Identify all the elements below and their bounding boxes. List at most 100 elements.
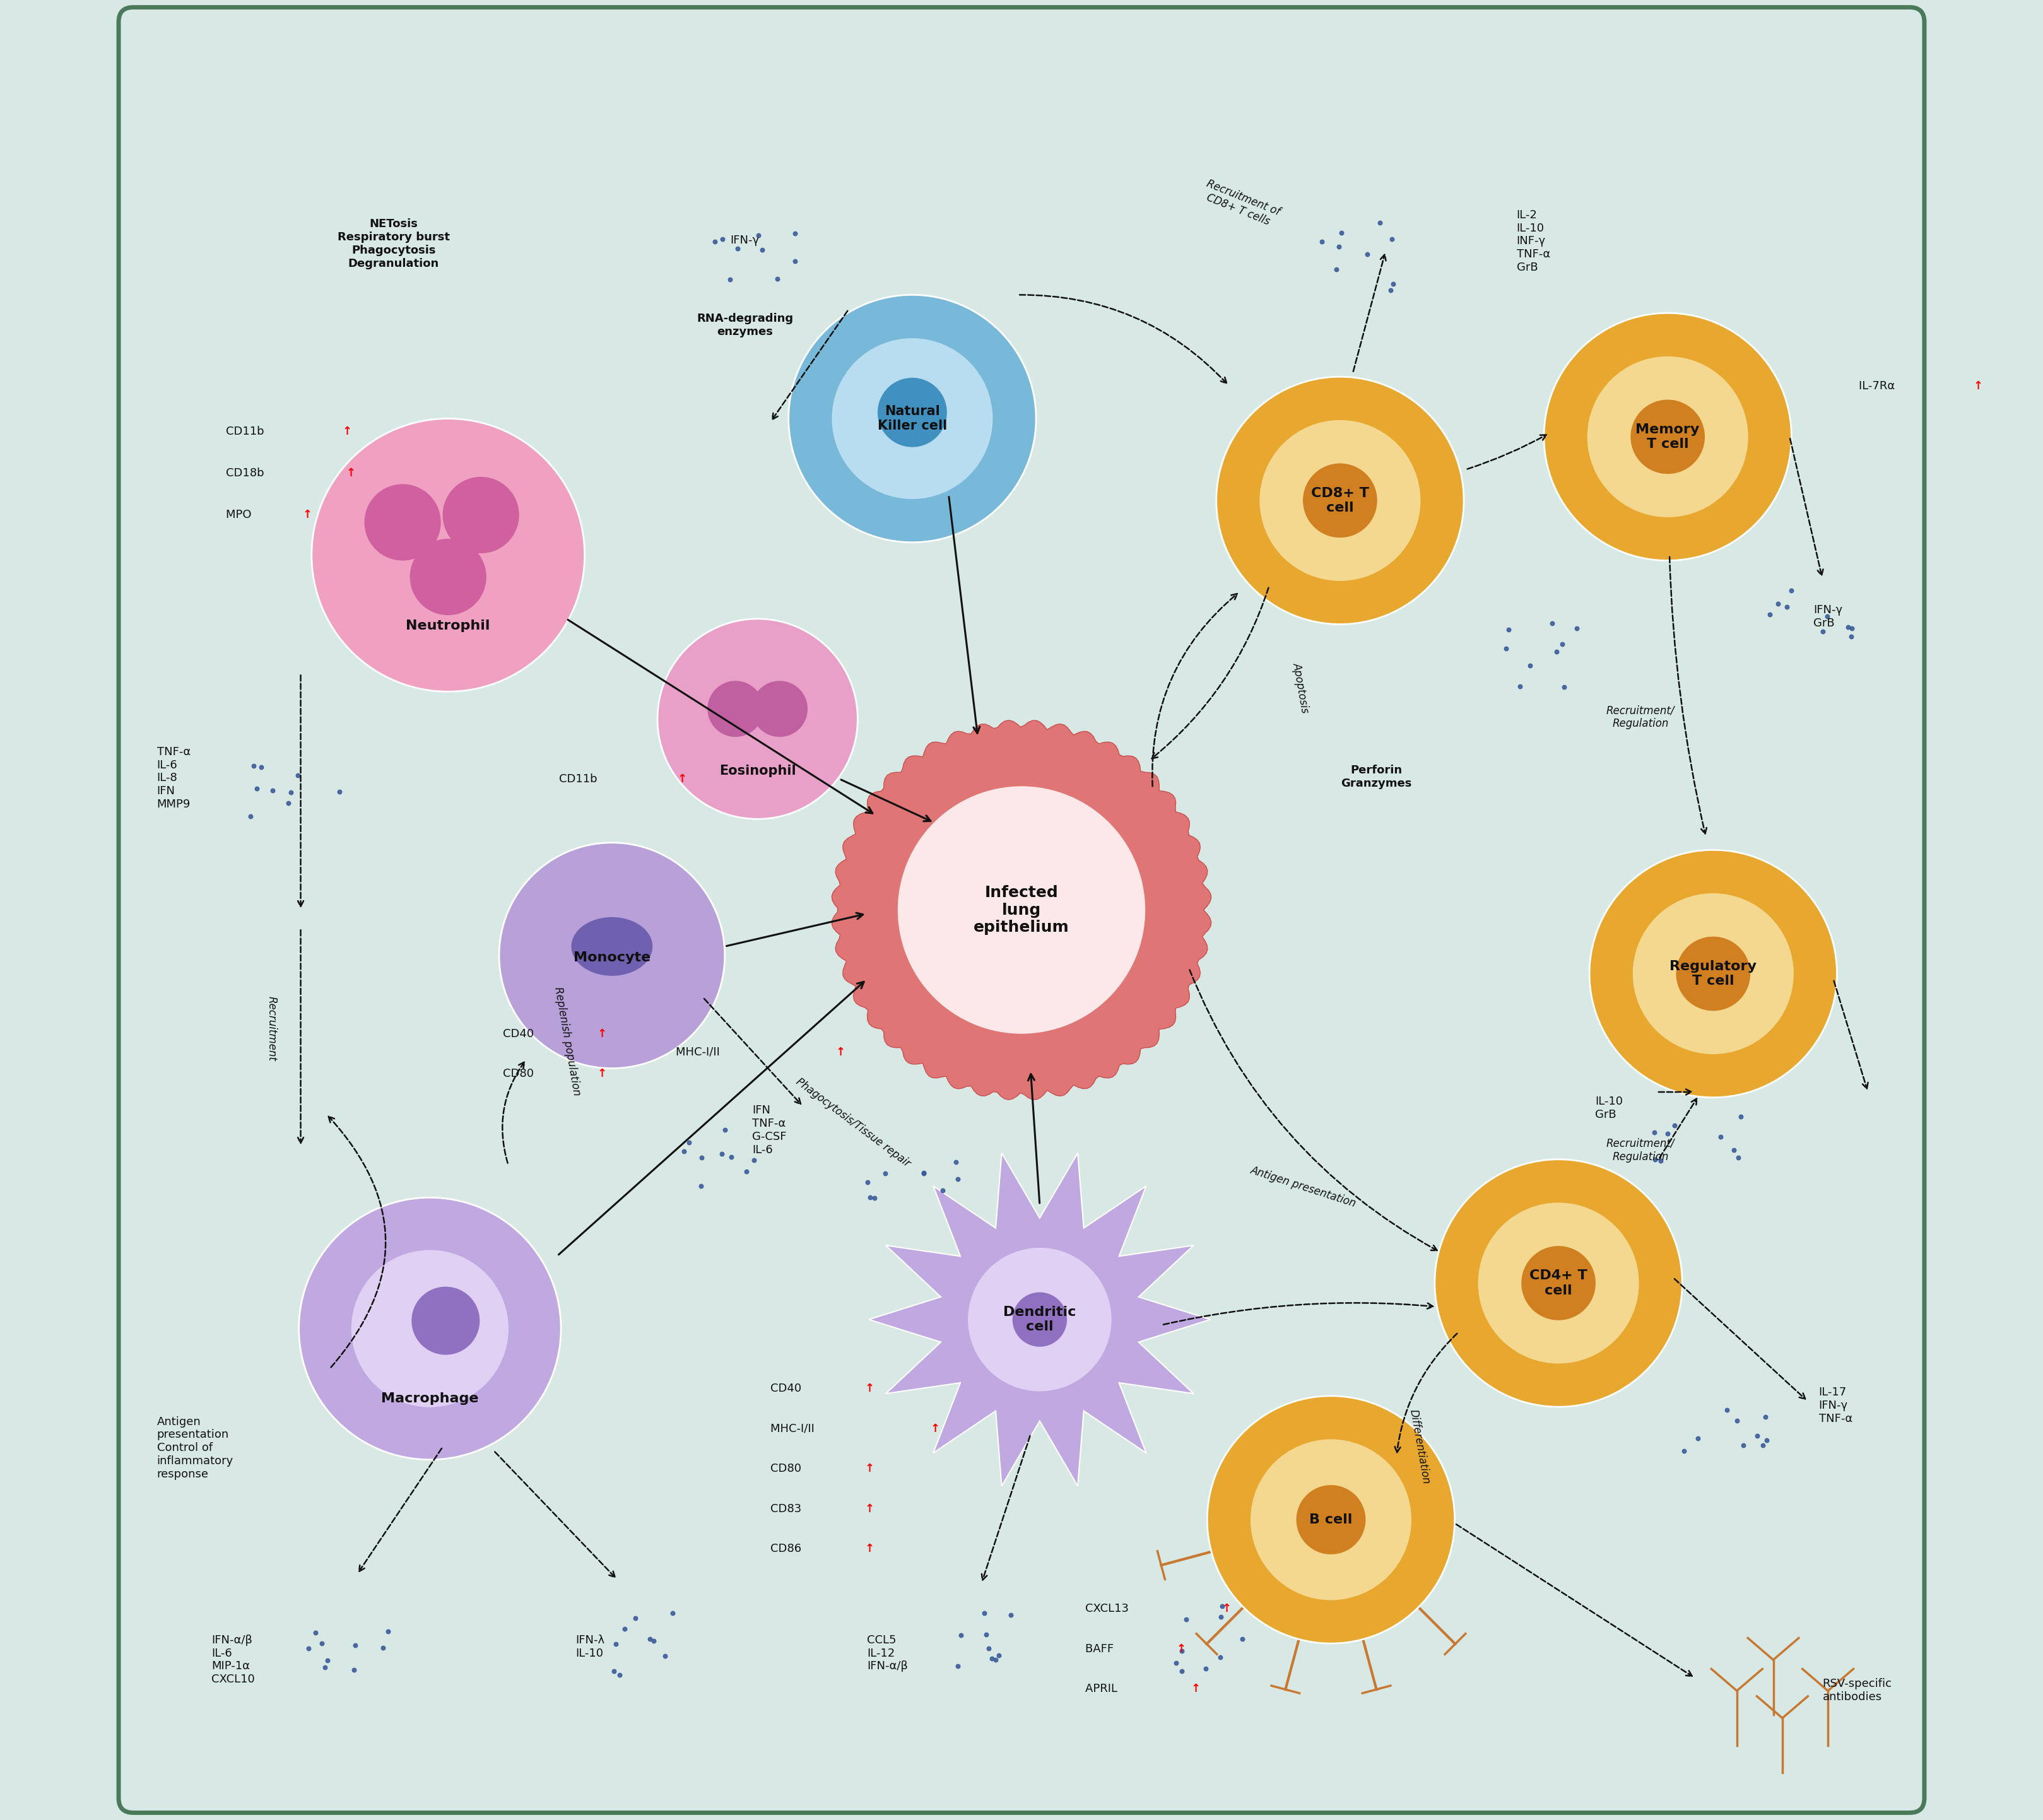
Point	[709, 1116, 742, 1145]
Point	[995, 1600, 1028, 1629]
Point	[738, 1145, 770, 1174]
Text: ↑: ↑	[864, 1543, 874, 1554]
Circle shape	[832, 339, 993, 499]
Circle shape	[1303, 464, 1377, 537]
Point	[339, 1631, 372, 1660]
Text: Recruitment: Recruitment	[266, 996, 278, 1061]
Point	[272, 788, 304, 817]
Point	[983, 1640, 1015, 1669]
Point	[1226, 1625, 1258, 1654]
Point	[1514, 652, 1547, 681]
Text: ↑: ↑	[597, 1068, 607, 1079]
Text: MHC-I/II: MHC-I/II	[770, 1423, 817, 1434]
Text: CD8+ T
cell: CD8+ T cell	[1312, 488, 1369, 513]
Point	[366, 1633, 398, 1662]
Text: IFN
TNF-α
G-CSF
IL-6: IFN TNF-α G-CSF IL-6	[752, 1105, 787, 1156]
Point	[1375, 275, 1408, 304]
Point	[308, 1653, 341, 1682]
Text: Replenish population: Replenish population	[552, 986, 582, 1096]
Point	[633, 1623, 666, 1653]
Point	[1724, 1101, 1757, 1130]
Text: ↑: ↑	[1974, 380, 1984, 391]
Polygon shape	[832, 721, 1211, 1099]
Point	[928, 1176, 960, 1205]
Circle shape	[1545, 313, 1792, 561]
Point	[1718, 1136, 1751, 1165]
Point	[705, 224, 738, 253]
Point	[1205, 1592, 1238, 1622]
Text: ↑: ↑	[678, 774, 686, 784]
Point	[337, 1654, 370, 1684]
Circle shape	[1477, 1203, 1638, 1363]
Point	[715, 1143, 748, 1172]
Text: IFN-γ: IFN-γ	[729, 235, 760, 246]
Circle shape	[658, 619, 858, 819]
Circle shape	[498, 843, 725, 1068]
Point	[699, 228, 731, 257]
Ellipse shape	[572, 917, 652, 976]
Point	[1547, 630, 1579, 659]
Point	[760, 264, 793, 293]
Point	[721, 235, 754, 264]
Circle shape	[752, 681, 807, 737]
Text: Monocyte: Monocyte	[574, 952, 650, 965]
Point	[684, 1172, 717, 1201]
Point	[1363, 207, 1395, 237]
Point	[1771, 592, 1804, 621]
Point	[944, 1622, 977, 1651]
Text: CD11b: CD11b	[560, 774, 601, 784]
Text: TNF-α
IL-6
IL-8
IFN
MMP9: TNF-α IL-6 IL-8 IFN MMP9	[157, 746, 190, 810]
Point	[603, 1660, 635, 1689]
Circle shape	[1522, 1247, 1596, 1320]
Text: RSV-specific
antibodies: RSV-specific antibodies	[1822, 1678, 1892, 1702]
Point	[746, 235, 778, 264]
FancyBboxPatch shape	[118, 7, 1925, 1813]
Text: APRIL: APRIL	[1085, 1684, 1122, 1694]
Point	[1651, 1119, 1683, 1148]
Text: ↑: ↑	[343, 426, 351, 437]
Point	[742, 220, 774, 249]
Text: IL-7Rα: IL-7Rα	[1859, 380, 1898, 391]
Point	[1205, 1603, 1238, 1633]
Point	[1667, 1436, 1700, 1465]
Text: CXCL13: CXCL13	[1085, 1603, 1132, 1614]
Point	[713, 266, 746, 295]
Point	[942, 1651, 975, 1680]
Text: Macrophage: Macrophage	[382, 1392, 478, 1405]
Circle shape	[1632, 894, 1794, 1054]
Point	[1638, 1117, 1671, 1147]
Text: CD80: CD80	[770, 1463, 805, 1474]
Point	[650, 1642, 682, 1671]
Point	[1489, 633, 1522, 662]
Point	[1189, 1654, 1222, 1684]
Point	[668, 1138, 701, 1167]
Point	[672, 1128, 705, 1158]
Point	[245, 752, 278, 781]
Point	[372, 1616, 405, 1645]
Point	[854, 1183, 887, 1212]
Point	[1747, 1431, 1779, 1460]
Text: CD83: CD83	[770, 1503, 805, 1514]
Text: MHC-I/II: MHC-I/II	[676, 1046, 723, 1057]
Circle shape	[364, 484, 441, 561]
Point	[1203, 1642, 1236, 1671]
Point	[282, 761, 315, 790]
Text: ↑: ↑	[930, 1423, 940, 1434]
Circle shape	[411, 1287, 480, 1354]
Text: ↑: ↑	[345, 468, 355, 479]
Point	[858, 1183, 891, 1212]
Text: ↑: ↑	[836, 1046, 846, 1057]
Point	[637, 1625, 670, 1654]
Text: ↑: ↑	[864, 1383, 874, 1394]
Point	[1726, 1431, 1759, 1460]
Point	[1165, 1656, 1197, 1685]
Point	[940, 1147, 972, 1176]
Point	[942, 1165, 975, 1194]
Point	[1171, 1605, 1203, 1634]
Point	[1160, 1649, 1193, 1678]
Point	[599, 1629, 631, 1658]
Circle shape	[351, 1250, 509, 1407]
Text: CD86: CD86	[770, 1543, 805, 1554]
Point	[274, 777, 306, 806]
Circle shape	[1216, 377, 1465, 624]
